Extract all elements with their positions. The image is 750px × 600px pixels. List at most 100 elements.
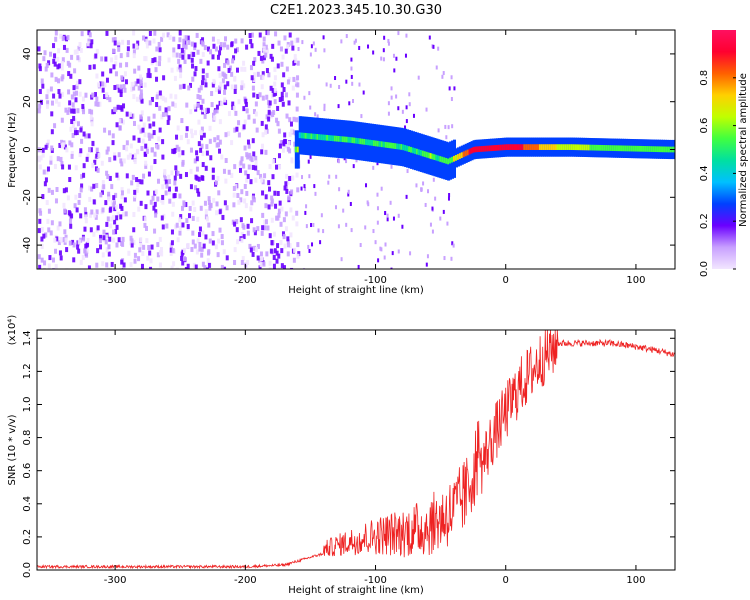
spectrogram-cell <box>258 265 262 269</box>
spectrogram-cell <box>101 81 105 87</box>
spectrogram-core <box>525 144 529 150</box>
spectrogram-cell <box>256 170 260 176</box>
spectrogram-cell <box>94 101 98 107</box>
spectrogram-cell <box>168 198 172 204</box>
spectrogram-cell <box>434 196 437 201</box>
spectrogram-cell <box>88 32 92 38</box>
spectrogram-cell <box>251 195 255 201</box>
spectrogram-cell <box>280 61 284 67</box>
top-y-axis-label: Frequency (Hz) <box>7 112 18 188</box>
spectrogram-cell <box>193 45 197 51</box>
spectrogram-cell <box>261 71 265 77</box>
spectrogram-cell <box>65 247 69 253</box>
spectrogram-cell <box>144 204 148 210</box>
spectrogram-cell <box>380 186 383 191</box>
spectrogram-cell <box>157 41 161 47</box>
spectrogram-cell <box>95 48 99 54</box>
spectrogram-cell <box>153 30 157 36</box>
spectrogram-cell <box>120 205 124 211</box>
spectrogram-cell <box>284 181 288 187</box>
spectrogram-cell <box>376 192 379 197</box>
spectrogram-cell <box>115 215 119 221</box>
spectrogram-cell <box>67 71 71 77</box>
spectrogram-cell <box>224 158 228 164</box>
spectrogram-cell <box>92 199 96 205</box>
spectrogram-cell <box>294 38 298 44</box>
spectrogram-cell <box>408 102 411 107</box>
spectrogram-cell <box>291 175 295 181</box>
spectrogram-cell <box>75 49 79 55</box>
spectrogram-cell <box>327 180 330 185</box>
spectrogram-cell <box>88 108 92 114</box>
spectrogram-cell <box>116 175 120 181</box>
spectrogram-cell <box>94 166 98 172</box>
spectrogram-cell <box>442 71 445 76</box>
spectrogram-cell <box>129 143 133 149</box>
spectrogram-cell <box>253 245 257 251</box>
spectrogram-cell <box>96 167 100 173</box>
spectrogram-core <box>304 132 308 139</box>
spectrogram-cell <box>220 101 224 107</box>
spectrogram-cell <box>305 224 308 229</box>
spectrogram-cell <box>269 53 273 59</box>
spectrogram-cell <box>234 183 238 189</box>
spectrogram-cell <box>206 60 210 66</box>
spectrogram-core <box>453 155 457 162</box>
spectrogram-core <box>314 133 318 140</box>
spectrogram-cell <box>82 131 86 137</box>
spectrogram-core <box>579 144 583 151</box>
spectrogram-core <box>404 145 408 151</box>
spectrogram-cell <box>152 121 156 127</box>
spectrogram-cell <box>121 241 125 247</box>
spectrogram-cell <box>153 190 157 196</box>
spectrogram-cell <box>237 199 241 205</box>
spectrogram-cell <box>145 43 149 49</box>
spectrogram-core <box>564 144 568 150</box>
spectrogram-cell <box>176 66 180 72</box>
spectrogram-cell <box>110 261 114 267</box>
spectrogram-cell <box>82 236 86 242</box>
spectrogram-cell <box>234 110 238 116</box>
spectrogram-cell <box>276 121 280 127</box>
bottom-y-axis-label: SNR (10 * v/v) <box>7 414 18 485</box>
spectrogram-cell <box>167 57 171 63</box>
spectrogram-cell <box>279 240 283 246</box>
spectrogram-cell <box>219 42 223 48</box>
spectrogram-cell <box>226 44 230 50</box>
spectrogram-cell <box>45 94 49 100</box>
spectrogram-cell <box>147 245 151 251</box>
spectrogram-cell <box>260 177 264 183</box>
spectrogram-cell <box>215 104 219 110</box>
spectrogram-cell <box>38 103 42 109</box>
colorbar-tick-label: 0.8 <box>699 70 710 86</box>
spectrogram-cell <box>170 240 174 246</box>
spectrogram-cell <box>218 148 222 154</box>
spectrogram-cell <box>64 187 68 193</box>
spectrogram-cell <box>46 218 50 224</box>
spectrogram-cell <box>164 97 168 103</box>
spectrogram-cell <box>453 86 456 91</box>
spectrogram-cell <box>445 135 448 140</box>
spectrogram-cell <box>337 224 340 229</box>
spectrogram-cell <box>280 91 284 97</box>
spectrogram-cell <box>167 179 171 185</box>
spectrogram-cell <box>263 49 267 55</box>
y-tick-label: 0.0 <box>22 562 33 578</box>
spectrogram-cell <box>84 133 88 139</box>
spectrogram-core <box>527 144 531 150</box>
spectrogram-cell <box>50 100 54 106</box>
spectrogram-cell <box>334 76 337 81</box>
spectrogram-cell <box>408 92 411 97</box>
spectrogram-cell <box>409 251 412 256</box>
colorbar-tick-label: 0.4 <box>699 165 710 181</box>
spectrogram-cell <box>288 148 292 154</box>
spectrogram-cell <box>143 151 147 157</box>
spectrogram-core <box>333 135 337 142</box>
spectrogram-cell <box>295 106 299 112</box>
spectrogram-cell <box>72 242 76 248</box>
spectrogram-cell <box>179 214 183 220</box>
spectrogram-cell <box>161 199 165 205</box>
spectrogram-cell <box>181 159 185 165</box>
spectrogram-cell <box>234 38 238 44</box>
spectrogram-cell <box>205 144 209 150</box>
